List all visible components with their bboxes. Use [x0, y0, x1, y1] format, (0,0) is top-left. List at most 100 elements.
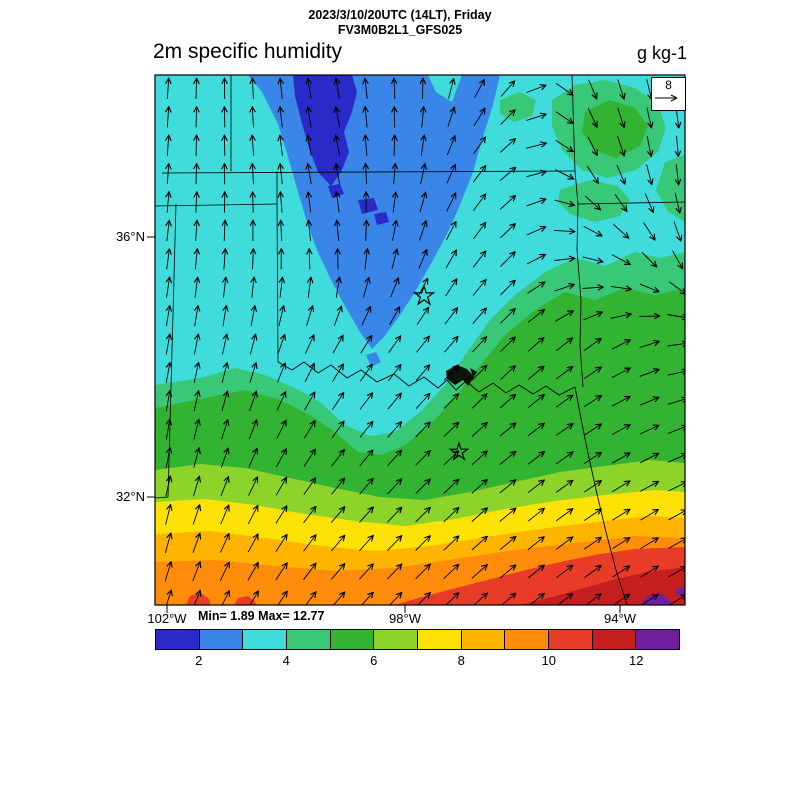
wind-arrow: [193, 392, 198, 412]
wind-arrow: [499, 565, 515, 579]
wind-arrow: [527, 395, 544, 409]
wind-arrow: [330, 564, 344, 580]
wind-arrow: [499, 366, 515, 381]
wind-arrow: [281, 221, 282, 242]
wind-arrow: [639, 283, 659, 291]
wind-arrow: [555, 481, 572, 493]
colorbar-segment-12: [636, 630, 680, 649]
wind-arrow: [668, 510, 685, 521]
wind-arrow: [308, 136, 311, 156]
wind-arrow: [387, 394, 401, 410]
wind-arrow: [555, 396, 572, 408]
wind-arrow: [166, 392, 169, 412]
wind-arrow: [390, 279, 398, 298]
wind-arrow: [331, 422, 344, 439]
wind-arrow: [224, 221, 225, 242]
wind-arrow: [554, 258, 574, 260]
state-border-line: [577, 201, 685, 205]
wind-arrow: [443, 366, 458, 381]
wind-arrow: [473, 109, 485, 127]
wind-arrow: [337, 221, 339, 242]
wind-arrow: [249, 335, 255, 355]
wind-arrow: [419, 222, 426, 241]
wind-arrow: [555, 566, 572, 579]
wind-arrow: [471, 452, 487, 466]
plot-datetime-title: 2023/3/10/20UTC (14LT), Friday: [308, 8, 492, 22]
texas-arkansas-border: [574, 386, 628, 605]
colorbar-segment-6: [374, 630, 419, 649]
wind-arrow: [391, 250, 397, 270]
wind-arrow: [333, 307, 341, 326]
wind-arrow: [165, 505, 171, 525]
wind-arrow: [192, 506, 199, 525]
wind-arrow: [584, 195, 600, 209]
wind-arrow: [336, 193, 339, 213]
wind-arrow: [472, 166, 485, 183]
wind-arrow: [500, 338, 515, 352]
wind-arrow: [415, 536, 430, 551]
wind-arrow: [193, 449, 199, 468]
wind-arrow: [676, 164, 678, 184]
wind-arrow: [526, 172, 545, 178]
wind-arrow: [418, 250, 427, 269]
wind-arrow: [359, 479, 373, 495]
wind-arrow: [527, 481, 544, 494]
wind-arrow: [393, 221, 397, 241]
wind-arrow: [611, 453, 629, 464]
wind-arrow: [280, 79, 282, 99]
wind-arrow: [165, 448, 170, 469]
wind-arrow: [557, 594, 572, 605]
wind-arrow: [280, 193, 282, 213]
wind-arrow: [588, 79, 597, 98]
lon-axis-label: 102°W: [147, 611, 187, 626]
wind-arrow: [253, 193, 254, 213]
colorbar-segment-10: [549, 630, 593, 649]
wind-arrow: [616, 164, 625, 183]
wind-arrow: [471, 508, 487, 522]
wind-arrow: [499, 509, 515, 522]
wind-arrow: [415, 508, 430, 523]
wind-arrow: [673, 221, 681, 241]
wind-arrow: [555, 452, 572, 465]
wind-arrow: [640, 595, 658, 605]
colorbar-segment-5: [330, 630, 375, 649]
wind-arrow: [668, 454, 685, 463]
wind-arrow: [387, 422, 401, 438]
wind-arrow: [303, 450, 315, 467]
wind-arrow: [387, 365, 400, 382]
wind-arrow: [249, 363, 256, 383]
wind-arrow: [223, 306, 226, 327]
wind-arrow: [362, 278, 368, 298]
wind-arrow: [303, 478, 315, 496]
wind-arrow: [308, 108, 311, 128]
wind-arrow: [388, 337, 401, 353]
plot-model-title: FV3M0B2L1_GFS025: [337, 23, 463, 37]
wind-arrow: [526, 114, 545, 121]
wind-arrow: [248, 421, 256, 440]
wind-arrow: [583, 453, 601, 464]
map-frame: [154, 74, 686, 606]
wind-arrow: [500, 252, 515, 267]
wind-arrow: [416, 308, 428, 325]
wind-arrow: [526, 199, 546, 207]
wind-arrow: [167, 164, 168, 185]
wind-arrow: [394, 136, 395, 156]
wind-arrow: [166, 335, 170, 355]
wind-arrow: [472, 280, 486, 296]
wind-arrow: [303, 535, 316, 552]
wind-arrow: [365, 79, 367, 99]
wind-arrow: [611, 397, 630, 407]
contour-region-red-speck-sw-1: [186, 593, 211, 605]
wind-arrow: [443, 423, 458, 438]
wind-arrow: [585, 594, 600, 605]
wind-arrow: [167, 193, 169, 213]
wind-arrow: [612, 538, 629, 550]
wind-arrow: [253, 249, 254, 270]
wind-arrow: [526, 255, 545, 265]
wind-arrow: [192, 563, 200, 582]
wind-arrow: [499, 537, 515, 551]
wind-arrow: [308, 278, 311, 298]
wind-arrow: [443, 480, 459, 494]
wind-arrow: [443, 394, 458, 409]
wind-arrow: [249, 392, 257, 411]
